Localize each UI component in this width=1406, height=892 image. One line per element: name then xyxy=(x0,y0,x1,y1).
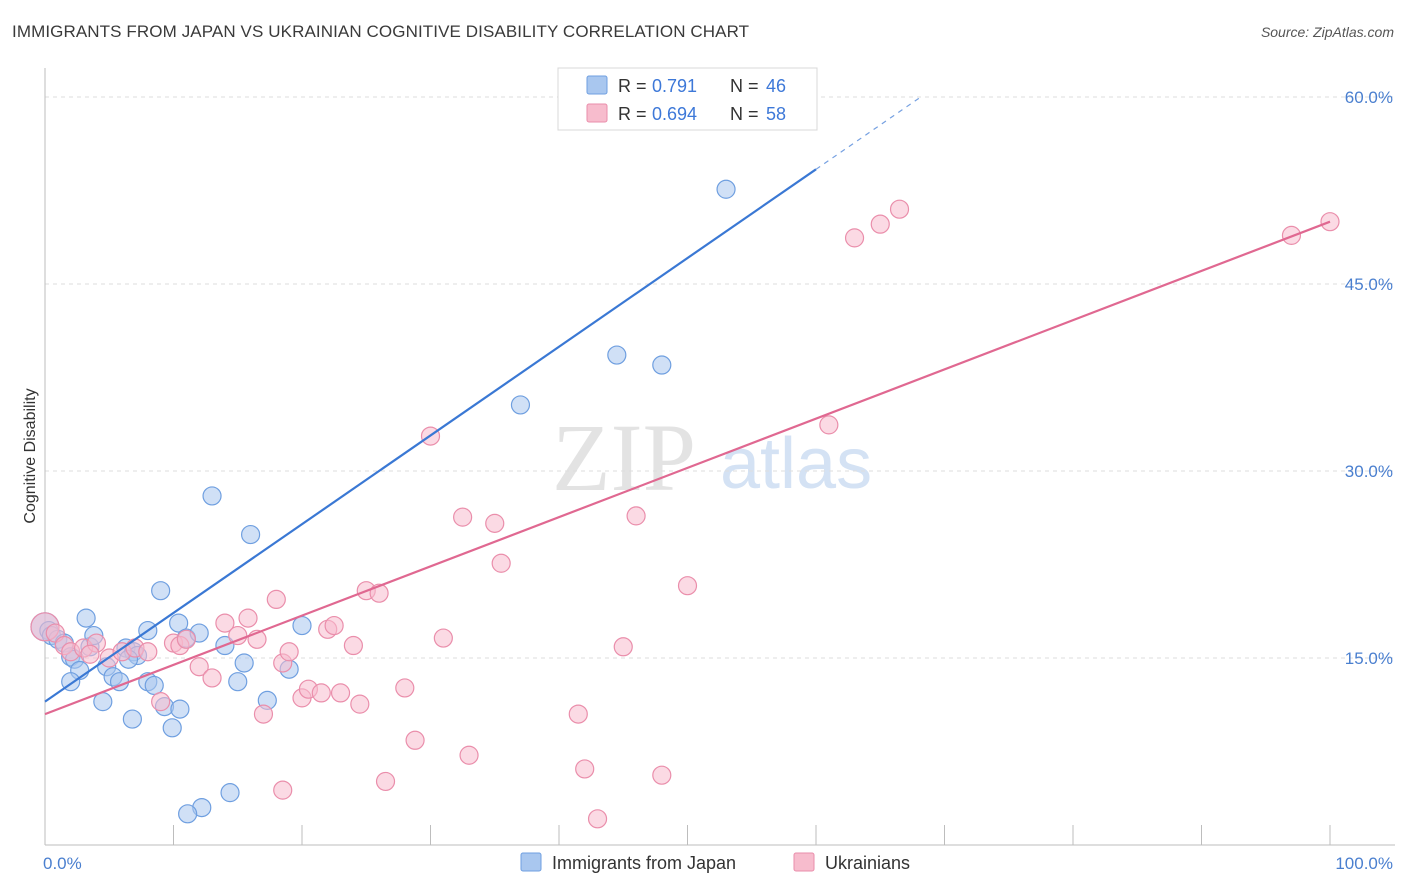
point-ukrainians-18 xyxy=(238,608,258,628)
chart-title: IMMIGRANTS FROM JAPAN VS UKRAINIAN COGNI… xyxy=(12,22,750,41)
legend-r-label-ukrainians: R = xyxy=(618,104,647,124)
x-tick-label-100: 100.0% xyxy=(1335,854,1393,873)
series-swatch-japan xyxy=(520,852,542,872)
point-japan-43 xyxy=(716,179,736,199)
point-ukrainians-31 xyxy=(350,694,370,714)
point-ukrainians-9 xyxy=(138,642,158,662)
point-ukrainians-50 xyxy=(819,415,839,435)
watermark-zip: ZIP xyxy=(552,404,696,511)
y-tick-label-15: 15.0% xyxy=(1345,649,1393,668)
point-ukrainians-36 xyxy=(405,730,425,750)
point-japan-25 xyxy=(170,699,190,719)
point-japan-37 xyxy=(292,615,312,636)
point-japan-33 xyxy=(234,653,254,673)
point-japan-23 xyxy=(151,581,171,601)
point-ukrainians-38 xyxy=(433,628,453,648)
point-ukrainians-51 xyxy=(844,228,865,248)
series-swatch-ukrainians xyxy=(793,852,815,872)
grid-lines xyxy=(45,96,1395,659)
y-tick-label-45: 45.0% xyxy=(1345,275,1393,294)
point-ukrainians-34 xyxy=(375,771,396,792)
series-label-ukrainians: Ukrainians xyxy=(825,853,910,873)
point-ukrainians-44 xyxy=(575,759,595,779)
point-ukrainians-48 xyxy=(652,765,672,785)
y-axis-label: Cognitive Disability xyxy=(22,388,39,523)
legend-r-value-japan: 0.791 xyxy=(652,76,697,96)
point-ukrainians-21 xyxy=(266,589,286,610)
point-japan-8 xyxy=(76,608,96,628)
point-ukrainians-26 xyxy=(311,683,331,703)
trend-lines xyxy=(44,97,1331,716)
series-legend: Immigrants from Japan Ukrainians xyxy=(520,852,910,873)
legend-r-value-ukrainians: 0.694 xyxy=(652,104,697,124)
point-ukrainians-40 xyxy=(459,745,479,765)
point-japan-30 xyxy=(202,486,222,506)
point-ukrainians-14 xyxy=(189,657,209,677)
point-japan-24 xyxy=(162,718,182,738)
point-ukrainians-42 xyxy=(491,553,511,573)
point-ukrainians-29 xyxy=(330,683,351,703)
point-japan-16 xyxy=(122,709,142,729)
point-ukrainians-16 xyxy=(215,613,235,633)
trend-extension-japan xyxy=(815,97,920,170)
point-japan-26 xyxy=(169,613,189,633)
legend-r-label-japan: R = xyxy=(618,76,647,96)
legend-swatch-japan xyxy=(586,75,608,95)
trend-line-ukrainians xyxy=(44,220,1331,716)
point-japan-40 xyxy=(510,395,531,415)
y-tick-label-60: 60.0% xyxy=(1345,88,1393,107)
point-ukrainians-45 xyxy=(587,809,608,829)
point-ukrainians-57 xyxy=(80,644,100,664)
point-ukrainians-41 xyxy=(485,513,505,533)
legend-n-label-ukrainians: N = xyxy=(730,104,759,124)
point-japan-41 xyxy=(607,345,627,365)
point-ukrainians-49 xyxy=(677,576,698,596)
point-ukrainians-52 xyxy=(870,214,890,234)
correlation-legend: R = 0.791 N = 46 R = 0.694 N = 58 xyxy=(557,67,818,131)
legend-n-value-ukrainians: 58 xyxy=(766,104,786,124)
tick-labels: 15.0% 30.0% 45.0% 60.0% 0.0% 100.0% xyxy=(43,88,1393,873)
series-label-japan: Immigrants from Japan xyxy=(552,853,736,873)
point-ukrainians-20 xyxy=(253,704,274,724)
point-japan-34 xyxy=(241,524,261,545)
point-ukrainians-30 xyxy=(343,635,363,656)
point-ukrainians-39 xyxy=(453,507,473,527)
point-ukrainians-53 xyxy=(889,199,910,219)
trend-line-japan xyxy=(44,168,817,703)
point-ukrainians-47 xyxy=(626,506,646,526)
watermark-atlas: atlas xyxy=(720,424,872,504)
point-japan-21 xyxy=(144,675,164,696)
legend-n-label-japan: N = xyxy=(730,76,759,96)
point-ukrainians-17 xyxy=(228,625,248,646)
legend-n-value-japan: 46 xyxy=(766,76,786,96)
x-tick-label-0: 0.0% xyxy=(43,854,82,873)
source-credit: Source: ZipAtlas.com xyxy=(1260,24,1394,40)
point-ukrainians-15 xyxy=(202,668,222,688)
axes xyxy=(44,68,1395,846)
point-ukrainians-56 xyxy=(273,780,293,800)
point-ukrainians-46 xyxy=(613,637,633,657)
legend-swatch-ukrainians xyxy=(586,103,608,123)
point-ukrainians-28 xyxy=(324,615,344,636)
point-ukrainians-13 xyxy=(176,629,196,649)
point-ukrainians-43 xyxy=(568,704,588,724)
point-japan-42 xyxy=(652,355,672,375)
point-japan-38 xyxy=(220,783,240,803)
y-tick-label-30: 30.0% xyxy=(1345,462,1393,481)
point-japan-32 xyxy=(228,672,248,692)
point-ukrainians-10 xyxy=(151,692,171,712)
point-ukrainians-35 xyxy=(395,678,415,698)
point-japan-39 xyxy=(178,804,198,824)
point-ukrainians-23 xyxy=(279,642,299,662)
